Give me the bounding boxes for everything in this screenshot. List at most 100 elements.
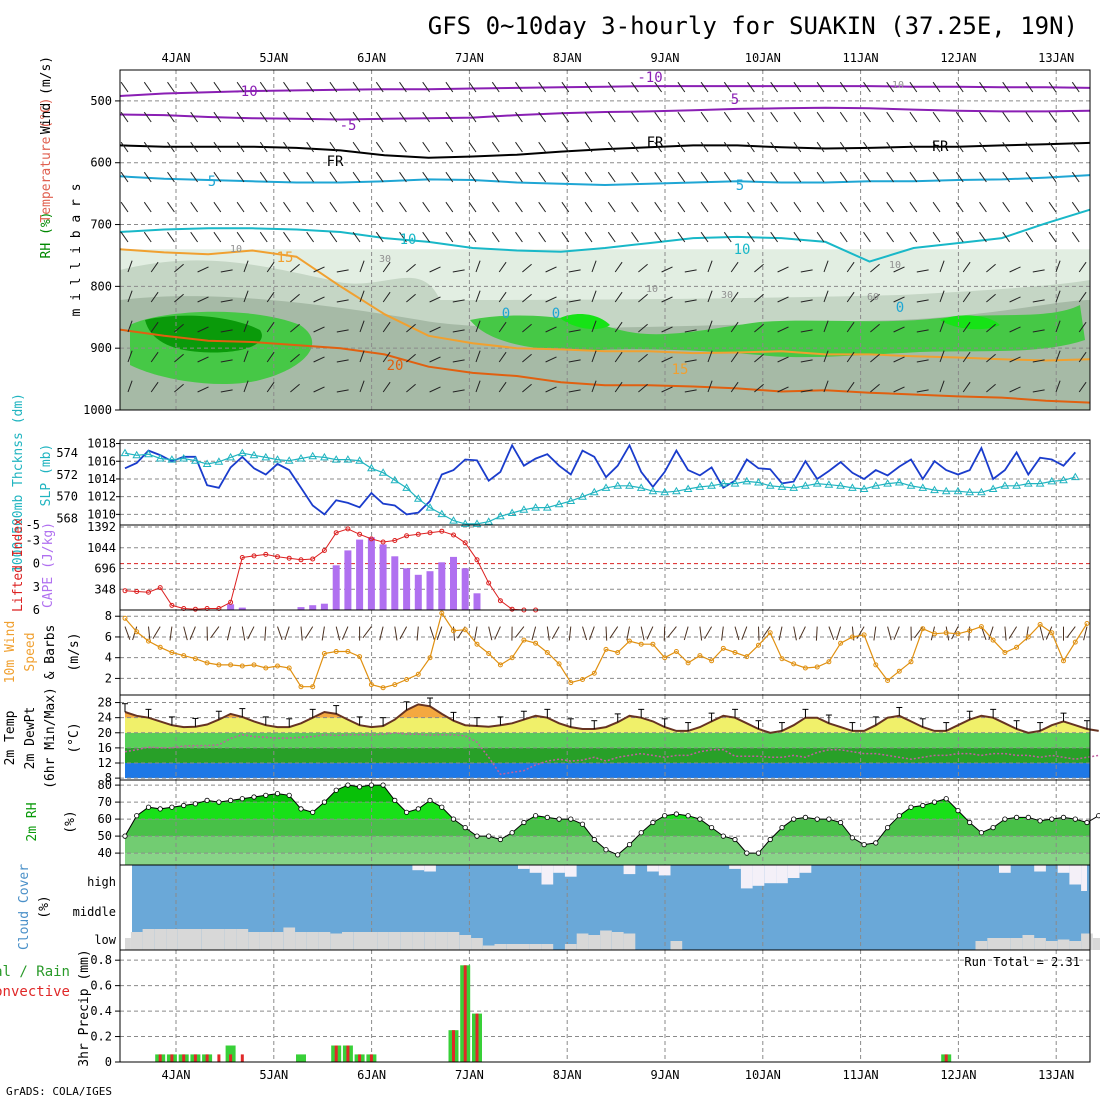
date-label-bottom: 9JAN [651, 1068, 680, 1082]
wind-barb [816, 171, 825, 183]
wind-barb [329, 171, 338, 183]
wind-barb [667, 626, 677, 638]
data-marks [119, 81, 1100, 1062]
wind-speed-marker [298, 684, 304, 690]
isotherm-line [119, 208, 1091, 263]
wind-barb [1009, 296, 1021, 303]
wind-barb [422, 201, 431, 213]
wind-barb [306, 171, 315, 183]
wind-speed-marker [509, 655, 515, 661]
wind-barb [836, 626, 842, 641]
wind-barb [886, 141, 895, 153]
wind-barb [747, 81, 755, 93]
thickness-marker [472, 519, 482, 527]
low-cloud-bar [142, 929, 155, 950]
wind-barb [538, 111, 547, 123]
wind-barb [1055, 260, 1061, 273]
wind-barb [445, 231, 454, 243]
wind-barb [382, 321, 391, 333]
rh-marker [474, 833, 480, 839]
thickness-marker [683, 484, 693, 492]
wind-speed-marker [181, 653, 187, 659]
wind-barb [1025, 141, 1034, 153]
lifted-marker [357, 531, 363, 537]
credit-text: GrADS: COLA/IGES [6, 1085, 112, 1098]
wind-barb [498, 381, 507, 393]
wind-barb [631, 81, 639, 93]
wind-barb [979, 201, 987, 213]
wind-barb [979, 231, 987, 243]
wind-barb [167, 111, 175, 123]
rh-marker [931, 799, 938, 805]
wind-barb [1002, 231, 1011, 243]
wind-barb [266, 351, 275, 363]
wind-barb [352, 201, 361, 213]
wind-speed-marker [814, 664, 820, 670]
wind-barb [429, 386, 441, 393]
cape-bar [320, 603, 328, 610]
wind-barb [909, 81, 918, 93]
wind-barb [399, 231, 407, 243]
wind-speed-marker [192, 656, 198, 662]
lifted-marker [345, 526, 351, 532]
wind-barb [321, 626, 325, 641]
high-cloud-bar [787, 865, 800, 878]
wind-barb [468, 111, 477, 123]
wind-barb [538, 171, 547, 183]
wind-barb [614, 381, 623, 393]
thickness-marker [1012, 481, 1021, 489]
lifted-marker [157, 585, 163, 591]
low-cloud-bar [576, 933, 589, 950]
wind-barb [707, 320, 713, 333]
wind-barb [143, 201, 152, 213]
wind-barb [909, 201, 918, 213]
wind-speed-marker [157, 644, 163, 650]
precip-conv-bar [463, 965, 467, 1062]
wind-barb [747, 201, 755, 213]
wind-barb [761, 626, 771, 639]
thickness-marker [202, 459, 212, 467]
precip-conv-bar [334, 1045, 338, 1062]
wind-barb [545, 326, 557, 333]
wind-barb [723, 141, 732, 153]
rh-shade-green [470, 305, 1085, 358]
wind-barb [793, 81, 802, 93]
temp-band [125, 747, 1090, 763]
wind-barb [870, 293, 880, 303]
wind-barb [863, 201, 871, 213]
wind-barb [213, 111, 222, 123]
temp-axis-label-1-part: 2m Temp [3, 710, 18, 765]
rh-marker [204, 797, 210, 804]
thickness-marker [636, 483, 646, 491]
lifted-tick-label: -5 [26, 518, 40, 532]
rh-marker [368, 782, 374, 788]
wind-barb [468, 171, 477, 183]
wind-barb [336, 269, 349, 273]
wind-barb [955, 231, 964, 243]
wind-barb [243, 290, 249, 303]
wind-barb [375, 231, 384, 243]
thickness-marker [836, 481, 845, 489]
wind-barb [382, 261, 391, 273]
cape-bar [438, 562, 446, 610]
date-label-top: 9JAN [651, 51, 680, 65]
rh-band [125, 853, 1090, 865]
wind-barb [1071, 111, 1080, 123]
wind-barb [584, 141, 593, 153]
rh-marker [791, 816, 797, 822]
wind-barb [955, 111, 964, 123]
wind-barb [1078, 291, 1087, 303]
low-cloud-bar [1010, 938, 1023, 950]
thickness-marker [484, 517, 494, 525]
wind-barb [700, 231, 709, 243]
wind-speed-marker [228, 662, 234, 668]
low-cloud-bar [400, 932, 413, 950]
wind-barb [1025, 81, 1034, 93]
high-cloud-bar [1081, 865, 1087, 891]
wind-barb [962, 351, 971, 363]
wind-barb [143, 231, 152, 243]
tick-label: 60 [98, 812, 112, 826]
thickness-marker [531, 503, 540, 511]
wind-speed-marker [943, 630, 949, 636]
wind-barb [607, 111, 616, 123]
